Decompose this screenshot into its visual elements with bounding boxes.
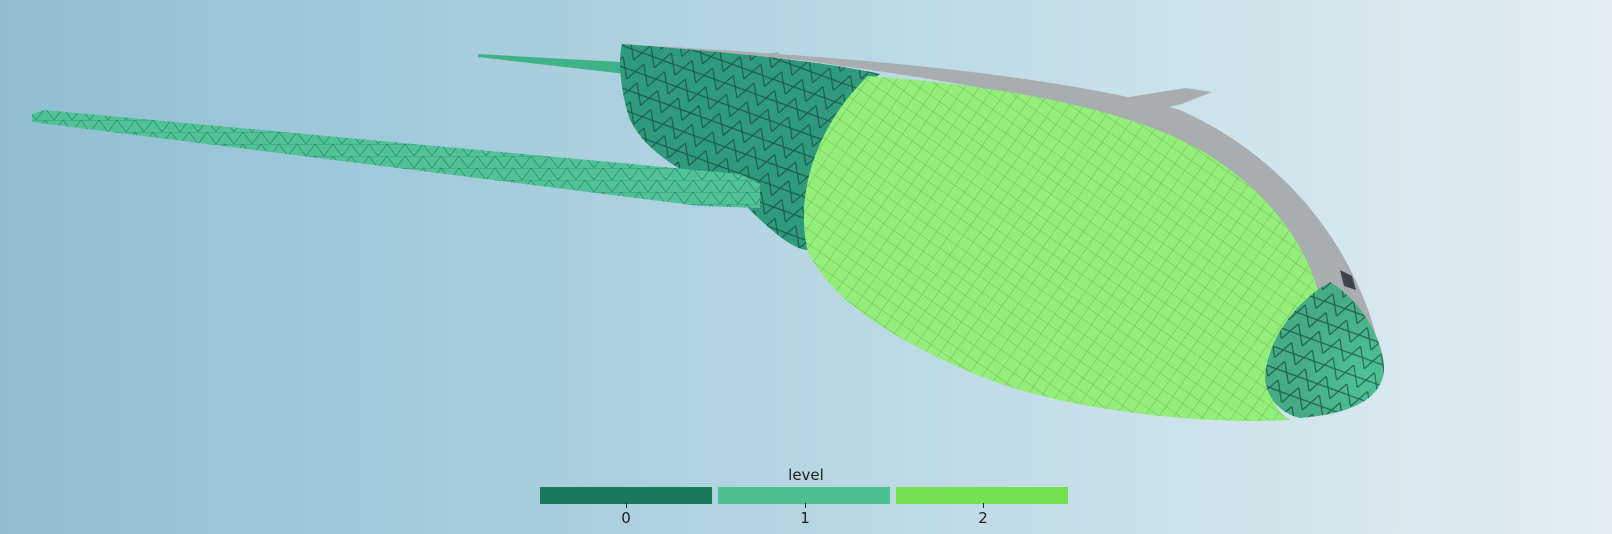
color-legend: level 0 1 2 [540,462,1072,528]
legend-swatch-2 [896,487,1068,504]
fuselage-grey-edge [620,44,1379,400]
legend-tick-1 [805,503,806,508]
far-wing [478,54,626,74]
legend-label-2: 2 [978,509,988,527]
legend-label-1: 1 [800,509,810,527]
legend-title: level [788,466,824,484]
cockpit [1340,270,1356,290]
legend-tick-0 [626,503,627,508]
legend-tick-2 [983,503,984,508]
legend-swatch-1 [718,487,890,504]
legend-label-0: 0 [621,509,631,527]
legend-swatch-0 [540,487,712,504]
